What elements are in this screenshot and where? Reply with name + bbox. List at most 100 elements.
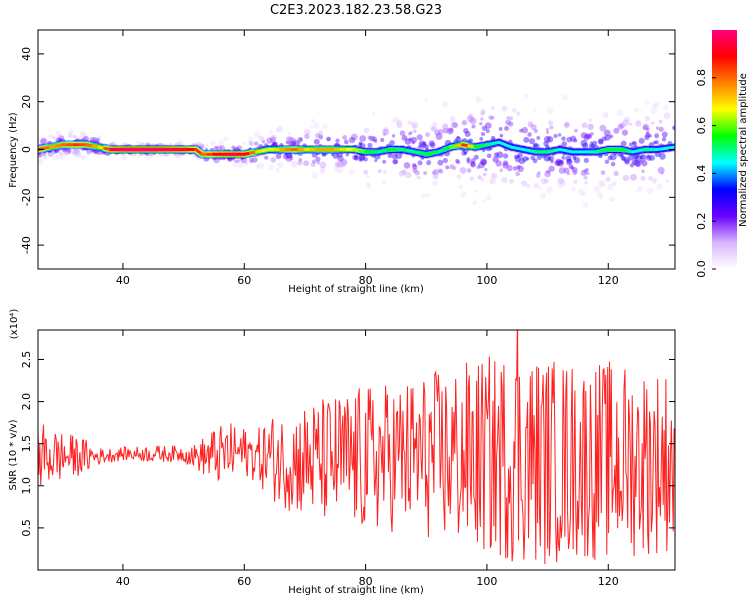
spectrogram-scatter-cell [373, 139, 378, 143]
spectrogram-scatter-cell [210, 140, 216, 146]
spectrogram-scatter-cell [639, 159, 644, 164]
spectrogram-scatter-cell [572, 170, 578, 176]
spectrogram-scatter-cell [533, 108, 537, 112]
spectrogram-scatter-cell [409, 131, 413, 135]
spectrogram-scatter-cell [596, 191, 603, 198]
spectrogram-scatter-cell [275, 167, 280, 173]
spectrogram-scatter-cell [371, 111, 376, 116]
spectrogram-scatter-cell [459, 167, 467, 174]
spectrogram-scatter-cell [274, 128, 280, 133]
spectrogram-x-tick-label: 60 [237, 274, 251, 287]
spectrogram-scatter-cell [75, 152, 81, 159]
snr-x-label: Height of straight line (km) [288, 585, 424, 596]
spectrogram-scatter-cell [289, 156, 294, 161]
spectrogram-scatter-cell [548, 165, 555, 172]
spectrogram-scatter-cell [55, 152, 63, 160]
spectrogram-scatter-cell [648, 134, 652, 138]
spectrogram-scatter-cell [178, 141, 184, 147]
spectrogram-scatter-cell [363, 127, 370, 133]
figure-title: C2E3.2023.182.23.58.G23 [270, 3, 442, 18]
spectrogram-scatter-cell [38, 151, 43, 158]
spectrogram-scatter-cell [215, 146, 219, 150]
spectrogram-scatter-cell [290, 140, 296, 146]
spectrogram-scatter-cell [358, 153, 366, 161]
spectrogram-scatter-cell [472, 200, 478, 206]
spectrogram-scatter-cell [407, 120, 412, 125]
spectrogram-scatter-cell [582, 202, 589, 209]
spectrogram-scatter-cell [293, 140, 301, 147]
spectrogram-scatter-cell [523, 136, 530, 143]
spectrogram-scatter-cell [645, 132, 651, 138]
spectrogram-scatter-cell [633, 159, 641, 167]
spectrogram-scatter-cell [411, 140, 415, 145]
spectrogram-scatter-cell [514, 156, 521, 163]
spectrogram-scatter-cell [432, 180, 438, 187]
spectrogram-scatter-cell [79, 131, 87, 139]
spectrogram-scatter-cell [255, 164, 260, 168]
spectrogram-scatter-cell [588, 118, 592, 122]
snr-y-tick-label: 1.0 [20, 477, 33, 495]
spectrogram-scatter-cell [174, 151, 182, 159]
spectrogram-scatter-cell [461, 151, 467, 156]
spectrogram-scatter-cell [560, 181, 566, 187]
spectrogram-scatter-cell [652, 140, 657, 145]
spectrogram-scatter-cell [524, 94, 529, 98]
spectrogram-scatter-cell [335, 138, 340, 143]
spectrogram-scatter-cell [602, 112, 609, 119]
spectrogram-scatter-cell [530, 124, 537, 131]
spectrogram-scatter-cell [561, 136, 566, 141]
spectrogram-scatter-cell [654, 133, 660, 139]
spectrogram-scatter-cell [555, 158, 562, 166]
spectrogram-scatter-cell [258, 135, 264, 141]
spectrogram-scatter-cell [213, 145, 219, 151]
spectrogram-scatter-cell [320, 168, 324, 173]
spectrogram-scatter-cell [292, 138, 297, 142]
spectrogram-scatter-cell [554, 160, 561, 167]
snr-y-tick-label: 0.5 [20, 519, 33, 537]
spectrogram-scatter-cell [416, 134, 423, 141]
spectrogram-scatter-cell [401, 135, 408, 141]
spectrogram-scatter-cell [320, 169, 325, 174]
spectrogram-scatter-cell [648, 176, 653, 181]
spectrogram-scatter-cell [635, 189, 639, 193]
spectrogram-scatter-cell [177, 139, 183, 146]
spectrogram-scatter-cell [464, 151, 468, 155]
spectrogram-scatter-cell [549, 155, 555, 161]
spectrogram-scatter-cell [641, 169, 645, 173]
spectrogram-scatter-cell [644, 100, 650, 106]
spectrogram-x-tick-label: 100 [476, 274, 497, 287]
spectrogram-scatter-cell [318, 135, 323, 140]
spectrogram-scatter-cell [672, 125, 675, 130]
spectrogram-scatter-cell [387, 153, 393, 159]
spectrogram-scatter-cell [318, 133, 323, 139]
spectrogram-scatter-cell [565, 155, 572, 162]
spectrogram-scatter-cell [473, 154, 479, 160]
spectrogram-scatter-cell [414, 170, 420, 176]
spectrogram-scatter-cell [405, 172, 412, 179]
spectrogram-scatter-cell [647, 187, 654, 195]
spectrogram-scatter-cell [609, 134, 614, 139]
spectrogram-scatter-cell [466, 157, 471, 162]
spectrogram-scatter-cell [299, 137, 303, 142]
spectrogram-scatter-cell [337, 155, 344, 162]
spectrogram-scatter-cell [570, 166, 575, 170]
spectrogram-scatter-cell [455, 136, 462, 143]
spectrogram-scatter-cell [311, 118, 316, 124]
spectrogram-scatter-cell [272, 141, 278, 147]
snr-line-plot [38, 330, 675, 565]
spectrogram-scatter-cell [516, 111, 521, 116]
spectrogram-scatter-cell [481, 125, 488, 131]
spectrogram-scatter-cell [652, 103, 657, 109]
spectrogram-scatter-cell [204, 148, 208, 152]
spectrogram-scatter-cell [422, 141, 427, 146]
spectrogram-scatter-cell [516, 164, 521, 170]
spectrogram-scatter-cell [641, 160, 648, 167]
spectrogram-scatter-cell [518, 157, 526, 165]
spectrogram-scatter-cell [383, 170, 387, 174]
spectrogram-scatter-cell [578, 188, 586, 196]
spectrogram-scatter-cell [628, 142, 633, 147]
spectrogram-scatter-cell [340, 158, 348, 166]
spectrogram-scatter-cell [247, 136, 254, 143]
spectrogram-scatter-cell [508, 116, 514, 121]
spectrogram-scatter-cell [393, 159, 398, 165]
